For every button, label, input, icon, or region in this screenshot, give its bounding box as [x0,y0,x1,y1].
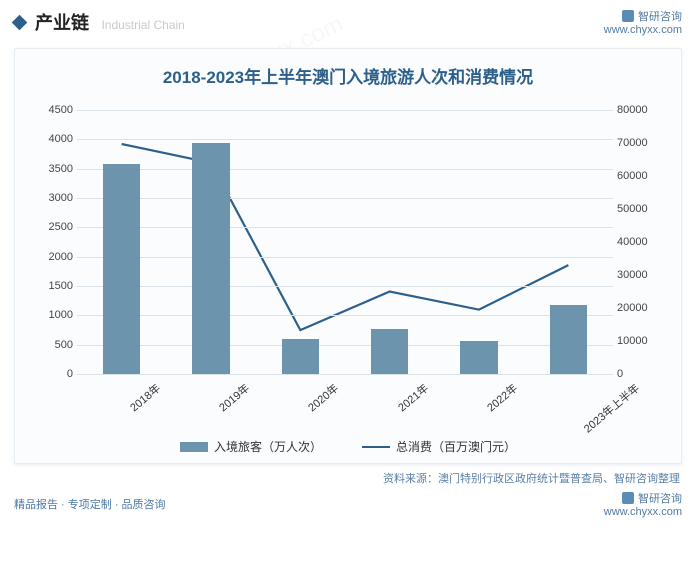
brand-url: www.chyxx.com [604,24,682,36]
bar [192,143,230,374]
legend-line-label: 总消费（百万澳门元） [396,438,516,455]
line-chart-svg [77,110,613,374]
line-series-path [122,144,569,330]
plot-wrap: 0 500 1000 1500 2000 2500 3000 3500 4000 4500 0 100… [31,102,665,432]
gridline [77,198,613,199]
source-text: 澳门特别行政区政府统计暨普查局、智研咨询整理 [438,473,680,485]
x-tick-label: 2019年 [215,380,252,415]
brand-logo-icon [622,10,634,22]
legend-item-bar: 入境旅客（万人次） [180,438,322,455]
y-right-tick-label: 30000 [617,269,665,281]
y-left-tick-label: 2000 [31,251,73,263]
bar [550,305,588,374]
y-left-tick-label: 4000 [31,133,73,145]
gridline [77,139,613,140]
gridline [77,374,613,375]
y-right-tick-label: 50000 [617,203,665,215]
footer-bar: 精品报告 · 专项定制 · 品质咨询 智研咨询 www.chyxx.com [0,486,696,518]
bar [282,339,320,374]
y-left-tick-label: 1000 [31,309,73,321]
chart-card: 2018-2023年上半年澳门入境旅游人次和消费情况 0 500 1000 1500 2… [14,48,682,464]
x-tick-label: 2023年上半年 [580,380,643,436]
chart-title: 2018-2023年上半年澳门入境旅游人次和消费情况 [25,63,671,88]
y-right-tick-label: 10000 [617,335,665,347]
y-left-tick-label: 2500 [31,221,73,233]
y-right-tick-label: 40000 [617,236,665,248]
legend-item-line: 总消费（百万澳门元） [362,438,516,455]
brand-logo-icon [622,492,634,504]
bar [103,164,141,374]
header-bar: 产业链 Industrial Chain 智研咨询 www.chyxx.com [0,0,696,42]
gridline [77,227,613,228]
brand-top: 智研咨询 www.chyxx.com [604,8,682,36]
y-left-tick-label: 3500 [31,163,73,175]
y-right-tick-label: 20000 [617,302,665,314]
section-label: 产业链 [35,13,89,33]
y-left-tick-label: 3000 [31,192,73,204]
legend-line-swatch [362,446,390,448]
gridline [77,110,613,111]
y-left-tick-label: 4500 [31,104,73,116]
gridline [77,315,613,316]
gridline [77,169,613,170]
y-left-tick-label: 500 [31,339,73,351]
x-tick-label: 2022年 [483,380,520,415]
y-right-tick-label: 0 [617,368,665,380]
footer-brand-url: www.chyxx.com [604,506,682,518]
y-right-tick-label: 70000 [617,137,665,149]
section-label-en: Industrial Chain [101,18,184,32]
source-line: 资料来源：澳门特别行政区政府统计暨普查局、智研咨询整理 [0,470,680,486]
legend-bar-label: 入境旅客（万人次） [214,438,322,455]
diamond-bullet-icon [12,14,28,30]
legend: 入境旅客（万人次） 总消费（百万澳门元） [25,438,671,455]
gridline [77,286,613,287]
source-prefix: 资料来源： [383,473,438,485]
gridline [77,345,613,346]
y-right-tick-label: 60000 [617,170,665,182]
x-tick-label: 2018年 [126,380,163,415]
bar [371,329,409,374]
footer-left: 精品报告 · 专项定制 · 品质咨询 [14,496,166,512]
legend-bar-swatch [180,442,208,452]
gridline [77,257,613,258]
y-right-tick-label: 80000 [617,104,665,116]
footer-brand-name: 智研咨询 [638,490,682,506]
bar [460,341,498,374]
footer-brand: 智研咨询 www.chyxx.com [604,490,682,518]
x-tick-label: 2021年 [394,380,431,415]
plot-area [77,110,613,374]
x-tick-label: 2020年 [305,380,342,415]
y-left-tick-label: 1500 [31,280,73,292]
brand-name: 智研咨询 [638,8,682,24]
y-left-tick-label: 0 [31,368,73,380]
